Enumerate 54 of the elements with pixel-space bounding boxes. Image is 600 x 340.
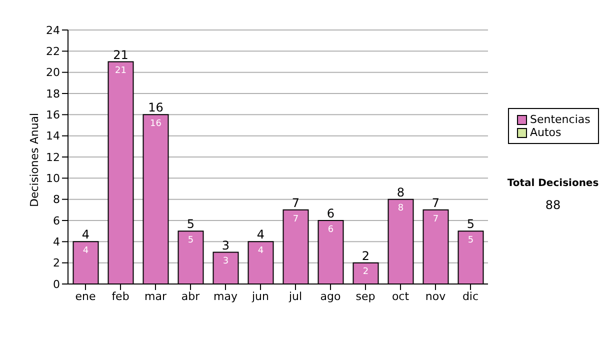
text: Total Decisiones	[506, 178, 600, 189]
total-label: 16	[148, 100, 164, 115]
x-tick-label: abr	[181, 290, 200, 303]
y-tick-label: 2	[53, 256, 60, 270]
x-tick-label: may	[214, 290, 238, 303]
data-label: 5	[468, 235, 474, 246]
y-tick-label: 22	[46, 45, 60, 58]
y-tick-label: 18	[46, 87, 60, 100]
x-tick-label: oct	[392, 290, 410, 303]
x-tick-label: ago	[320, 290, 341, 303]
y-tick-label: 8	[53, 193, 60, 206]
total-label: 6	[326, 206, 335, 220]
total-label: 4	[256, 228, 265, 242]
data-label: 4	[258, 246, 264, 256]
x-tick-label: feb	[112, 290, 130, 303]
y-tick-label: 0	[53, 278, 60, 291]
data-label: 16	[150, 119, 162, 130]
x-tick-label: jun	[251, 290, 270, 303]
x-tick-label: jul	[288, 290, 302, 303]
y-tick-label: 10	[46, 172, 60, 186]
data-label: 5	[188, 235, 194, 246]
total-label: 8	[396, 185, 405, 200]
data-label: 2	[362, 267, 369, 278]
x-tick-label: ene	[75, 290, 96, 303]
total-label: 21	[113, 48, 128, 62]
y-tick-label: 6	[53, 214, 60, 228]
text: 88	[544, 198, 562, 212]
y-tick-label: 24	[46, 24, 60, 37]
x-tick-label: sep	[356, 290, 376, 303]
data-label: 8	[398, 204, 404, 214]
y-tick-label: 16	[46, 108, 60, 122]
y-tick-label: 14	[46, 130, 60, 143]
data-label: 4	[82, 246, 89, 256]
total-label: 4	[82, 228, 90, 242]
total-label: 5	[186, 217, 195, 232]
total-label: 2	[362, 248, 370, 263]
total-label: 7	[432, 196, 440, 210]
data-label: 3	[222, 256, 229, 267]
y-tick-label: 12	[46, 150, 60, 164]
x-tick-label: mar	[144, 290, 167, 303]
total-label: 5	[466, 217, 475, 232]
y-tick-label: 4	[53, 236, 60, 249]
total-label: 7	[292, 196, 300, 210]
x-tick-label: dic	[462, 290, 479, 303]
y-axis-title: Decisiones Anual	[28, 112, 41, 207]
total-label: 3	[222, 238, 230, 252]
x-tick-label: nov	[425, 290, 446, 303]
data-label: 21	[115, 66, 126, 76]
data-label: 7	[292, 214, 299, 224]
data-label: 6	[328, 224, 334, 235]
legend-label: Autos	[530, 126, 562, 139]
legend-label: Sentencias	[530, 113, 590, 126]
data-label: 7	[432, 214, 439, 224]
y-tick-label: 20	[46, 66, 60, 80]
